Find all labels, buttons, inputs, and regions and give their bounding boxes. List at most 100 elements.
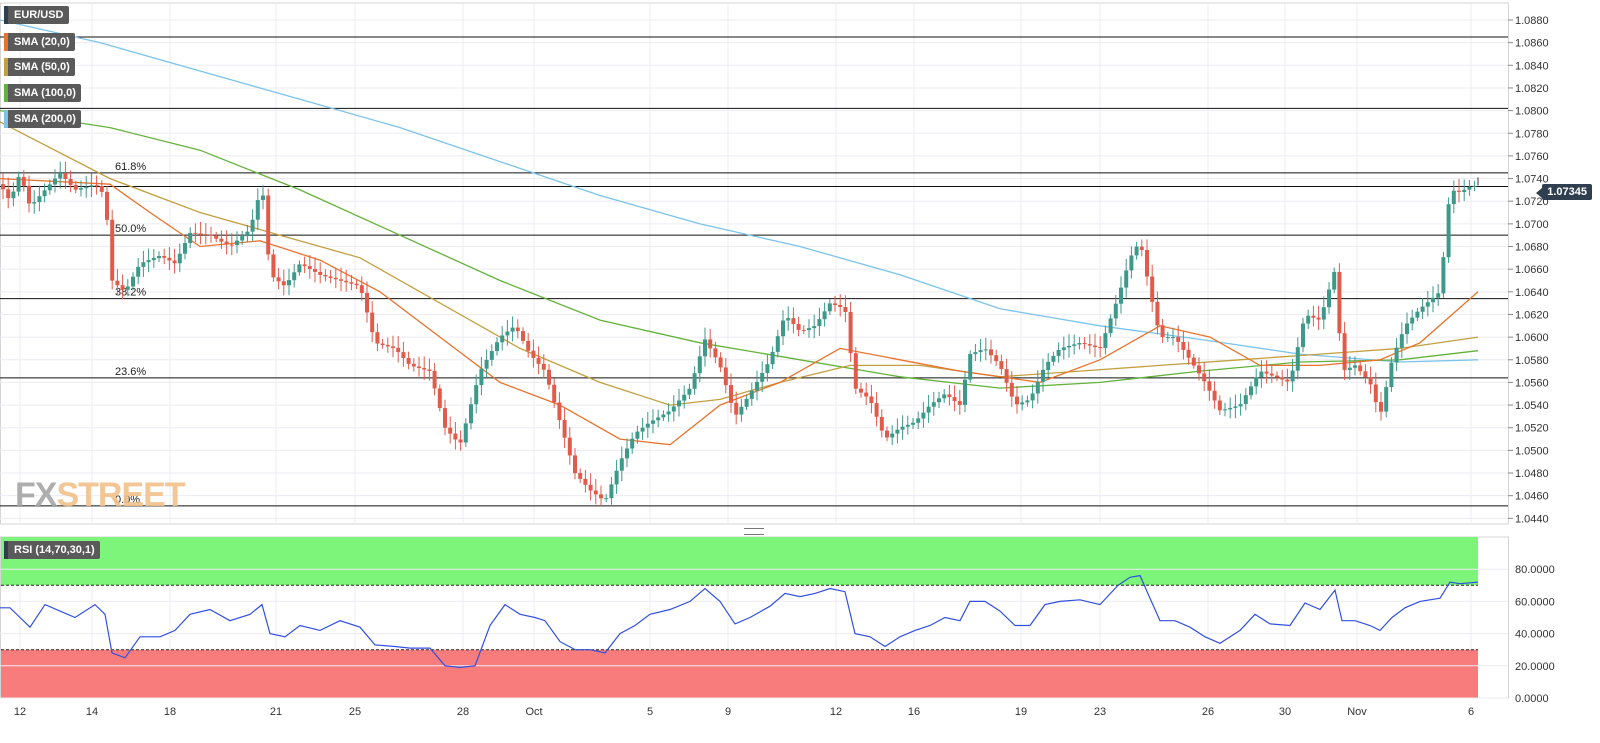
instrument-label[interactable]: EUR/USD [4, 6, 69, 24]
candle-body [859, 388, 863, 393]
sma-100-label[interactable]: SMA (100,0) [4, 84, 81, 102]
candle-body [1160, 325, 1165, 338]
level-label: 23.6% [115, 366, 146, 378]
price-tick-label: 1.0520 [1515, 423, 1549, 435]
candle-body [827, 303, 832, 312]
candle-body [146, 260, 151, 263]
price-tick-label: 1.0440 [1515, 513, 1549, 525]
candle-body [255, 200, 260, 220]
price-tick-label: 1.0620 [1515, 309, 1549, 321]
price-plot-frame [0, 2, 1509, 525]
candle-body [183, 243, 187, 254]
candle-body [73, 184, 78, 190]
sma-200-label[interactable]: SMA (200,0) [4, 110, 81, 128]
candle-body [588, 484, 593, 491]
candle-body [479, 368, 484, 386]
candle-body [302, 264, 307, 267]
rsi-label[interactable]: RSI (14,70,30,1) [4, 541, 100, 559]
candle-body [1301, 323, 1305, 348]
candle-body [172, 260, 177, 264]
candle-body [1223, 409, 1227, 411]
time-tick-label: 25 [349, 706, 361, 718]
price-tick-label: 1.0880 [1515, 15, 1549, 27]
candle-body [843, 307, 848, 312]
candle-body [375, 332, 380, 344]
time-tick-label: 21 [270, 706, 282, 718]
current-price-tag: 1.07345 [1536, 184, 1592, 200]
candle-body [895, 429, 900, 434]
candle-body [240, 236, 245, 241]
candle-body [1165, 337, 1170, 339]
candle-body [328, 276, 333, 278]
candle-body [1342, 333, 1347, 370]
candle-body [1145, 250, 1149, 277]
sma-50-swatch [4, 58, 8, 76]
candle-body [505, 331, 510, 336]
candle-body [1254, 377, 1259, 387]
sma-200-text: SMA (200,0) [14, 113, 76, 125]
candle-body [349, 282, 354, 284]
candle-body [1353, 365, 1357, 368]
time-tick-label: 9 [725, 706, 731, 718]
candle-body [1311, 315, 1316, 318]
candle-body [266, 195, 271, 255]
candle-body [344, 280, 349, 283]
candle-body [458, 439, 463, 443]
panel-resize-handle[interactable] [744, 528, 764, 535]
candle-body [651, 420, 655, 424]
candle-body [359, 285, 364, 293]
candle-body [224, 241, 229, 245]
candle-body [1457, 190, 1461, 192]
candle-body [1347, 367, 1352, 370]
sma-200-line [0, 19, 1479, 363]
candle-body [219, 238, 224, 242]
candle-body [432, 370, 437, 389]
candle-body [1186, 349, 1191, 358]
sma-50-text: SMA (50,0) [14, 61, 70, 73]
candle-body [1269, 373, 1274, 376]
candle-body [921, 412, 926, 419]
candle-body [1415, 311, 1420, 318]
candle-body [1197, 365, 1201, 374]
candle-body [796, 324, 801, 330]
candle-body [734, 402, 739, 415]
candle-body [926, 406, 931, 413]
candle-body [474, 385, 479, 405]
candle-body [167, 257, 172, 261]
candle-body [760, 373, 765, 382]
candle-body [188, 232, 193, 244]
candle-body [713, 348, 718, 358]
candle-body [141, 262, 146, 267]
candle-body [271, 254, 276, 278]
level-label: 38.2% [115, 287, 146, 299]
candle-body [640, 427, 645, 432]
candle-body [411, 363, 416, 367]
candle-body [58, 173, 63, 179]
candle-body [989, 349, 993, 356]
sma-20-label[interactable]: SMA (20,0) [4, 33, 75, 51]
candle-body [729, 385, 733, 403]
candle-body [614, 470, 619, 485]
candle-body [1373, 384, 1378, 403]
time-tick-label: 28 [457, 706, 469, 718]
candle-body [489, 351, 494, 360]
candle-body [448, 427, 453, 434]
candle-body [1020, 402, 1025, 405]
time-tick-label: 30 [1279, 706, 1291, 718]
candle-body [531, 350, 536, 358]
candle-body [682, 394, 687, 401]
candle-body [677, 400, 681, 407]
price-tick-label: 1.0800 [1515, 106, 1549, 118]
candle-body [1249, 386, 1253, 396]
candle-body [469, 404, 473, 424]
candle-body [281, 281, 286, 286]
candle-body [1467, 186, 1472, 190]
sma-50-label[interactable]: SMA (50,0) [4, 58, 75, 76]
candle-body [567, 437, 572, 456]
candle-body [1327, 289, 1331, 308]
candle-body [11, 191, 16, 199]
candle-body [105, 191, 109, 220]
candle-body [1030, 393, 1035, 401]
candle-body [1119, 287, 1123, 304]
candle-body [120, 285, 125, 290]
